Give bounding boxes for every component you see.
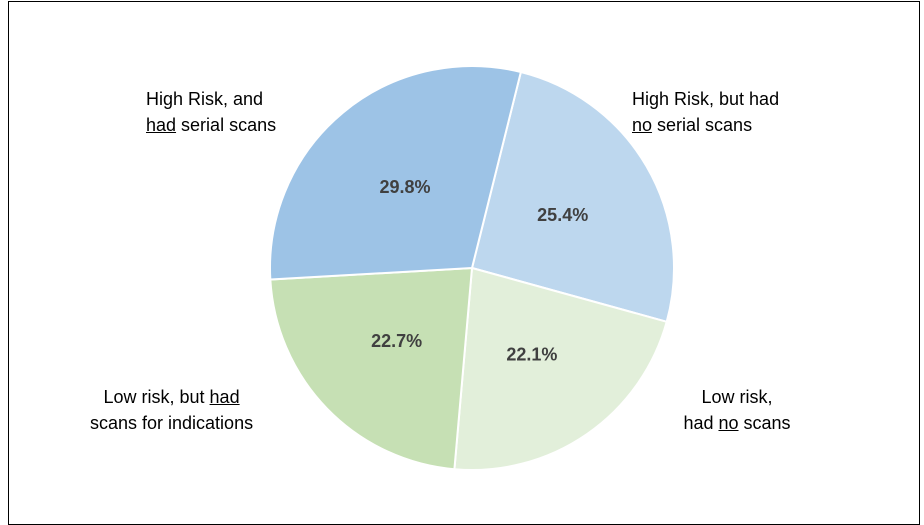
- category-label-high-risk-no-scans: High Risk, but had no serial scans: [632, 89, 780, 135]
- category-label-low-risk-had-scans: Low risk, but had scans for indications: [90, 387, 254, 433]
- category-label-low-risk-no-scans: Low risk, had no scans: [683, 387, 791, 433]
- value-label-22-1: 22.1%: [506, 344, 557, 364]
- category-label-high-risk-had-scans: High Risk, and had serial scans: [146, 89, 277, 135]
- slice-low-risk-no-scans: [453, 266, 668, 471]
- value-label-22-7: 22.7%: [371, 331, 422, 351]
- slice-high-risk-had-scans: [269, 65, 523, 281]
- value-label-29-8: 29.8%: [379, 177, 430, 197]
- slice-high-risk-no-scans: [470, 70, 675, 324]
- slice-low-risk-had-scans: [269, 266, 474, 471]
- value-label-25-4: 25.4%: [537, 205, 588, 225]
